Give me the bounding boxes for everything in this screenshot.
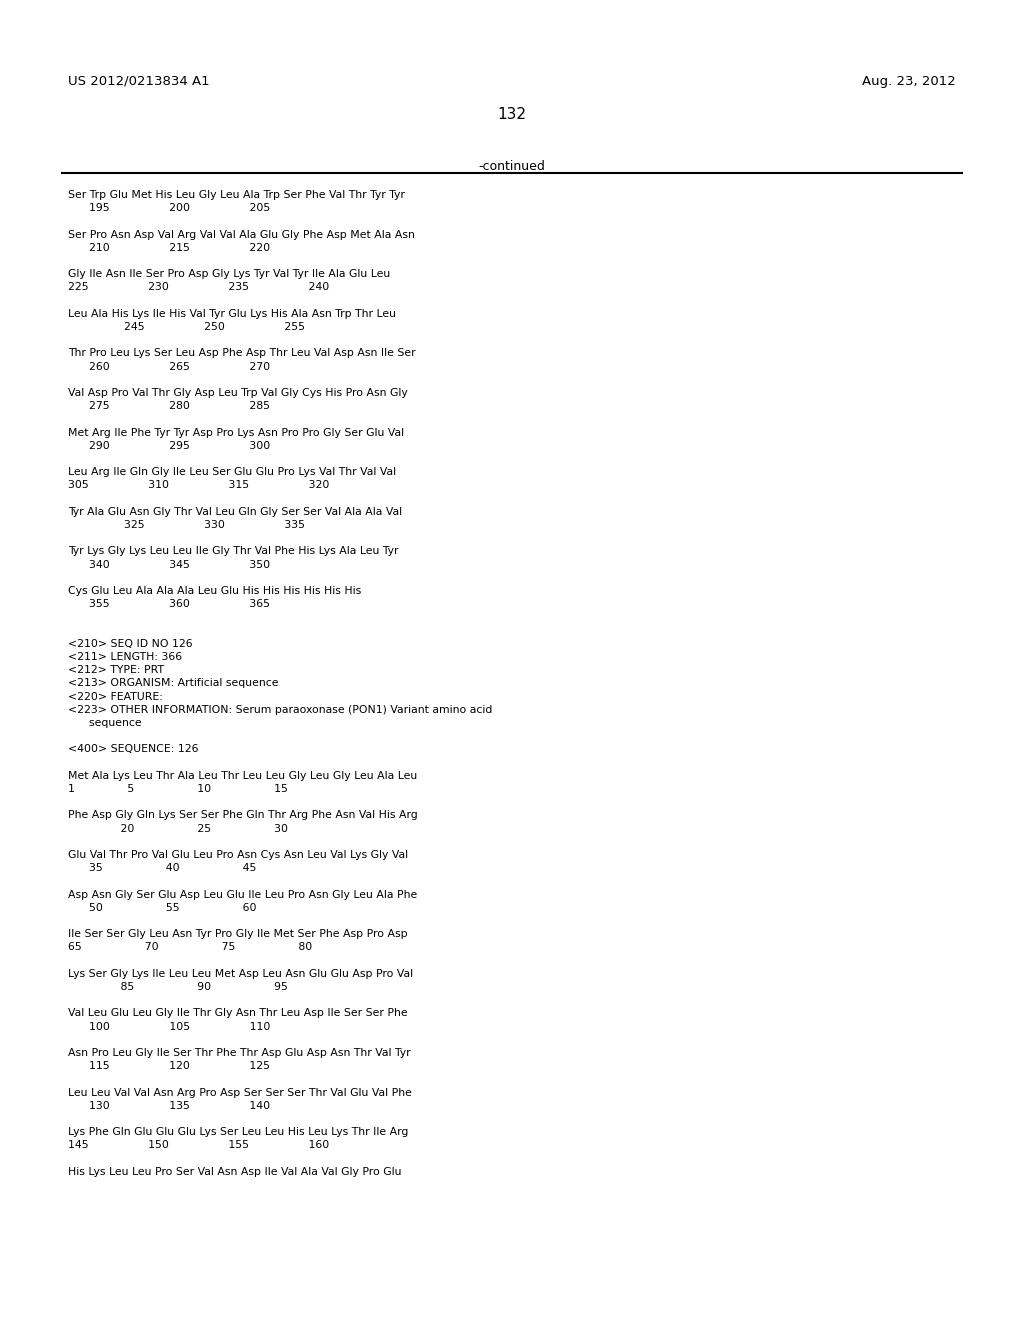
Text: 260                 265                 270: 260 265 270 [68,362,270,372]
Text: <212> TYPE: PRT: <212> TYPE: PRT [68,665,164,676]
Text: Thr Pro Leu Lys Ser Leu Asp Phe Asp Thr Leu Val Asp Asn Ile Ser: Thr Pro Leu Lys Ser Leu Asp Phe Asp Thr … [68,348,416,359]
Text: Val Asp Pro Val Thr Gly Asp Leu Trp Val Gly Cys His Pro Asn Gly: Val Asp Pro Val Thr Gly Asp Leu Trp Val … [68,388,408,399]
Text: Gly Ile Asn Ile Ser Pro Asp Gly Lys Tyr Val Tyr Ile Ala Glu Leu: Gly Ile Asn Ile Ser Pro Asp Gly Lys Tyr … [68,269,390,280]
Text: -continued: -continued [478,160,546,173]
Text: 325                 330                 335: 325 330 335 [68,520,305,531]
Text: Asn Pro Leu Gly Ile Ser Thr Phe Thr Asp Glu Asp Asn Thr Val Tyr: Asn Pro Leu Gly Ile Ser Thr Phe Thr Asp … [68,1048,411,1059]
Text: Cys Glu Leu Ala Ala Ala Leu Glu His His His His His His: Cys Glu Leu Ala Ala Ala Leu Glu His His … [68,586,361,597]
Text: 225                 230                 235                 240: 225 230 235 240 [68,282,330,293]
Text: 85                  90                  95: 85 90 95 [68,982,288,993]
Text: 275                 280                 285: 275 280 285 [68,401,270,412]
Text: Tyr Ala Glu Asn Gly Thr Val Leu Gln Gly Ser Ser Val Ala Ala Val: Tyr Ala Glu Asn Gly Thr Val Leu Gln Gly … [68,507,402,517]
Text: sequence: sequence [68,718,141,729]
Text: <223> OTHER INFORMATION: Serum paraoxonase (PON1) Variant amino acid: <223> OTHER INFORMATION: Serum paraoxona… [68,705,493,715]
Text: Phe Asp Gly Gln Lys Ser Ser Phe Gln Thr Arg Phe Asn Val His Arg: Phe Asp Gly Gln Lys Ser Ser Phe Gln Thr … [68,810,418,821]
Text: 1               5                  10                  15: 1 5 10 15 [68,784,288,795]
Text: Aug. 23, 2012: Aug. 23, 2012 [862,75,956,88]
Text: Tyr Lys Gly Lys Leu Leu Ile Gly Thr Val Phe His Lys Ala Leu Tyr: Tyr Lys Gly Lys Leu Leu Ile Gly Thr Val … [68,546,398,557]
Text: 50                  55                  60: 50 55 60 [68,903,256,913]
Text: <211> LENGTH: 366: <211> LENGTH: 366 [68,652,182,663]
Text: Lys Phe Gln Glu Glu Glu Lys Ser Leu Leu His Leu Lys Thr Ile Arg: Lys Phe Gln Glu Glu Glu Lys Ser Leu Leu … [68,1127,409,1138]
Text: 340                 345                 350: 340 345 350 [68,560,270,570]
Text: Met Arg Ile Phe Tyr Tyr Asp Pro Lys Asn Pro Pro Gly Ser Glu Val: Met Arg Ile Phe Tyr Tyr Asp Pro Lys Asn … [68,428,404,438]
Text: <210> SEQ ID NO 126: <210> SEQ ID NO 126 [68,639,193,649]
Text: 130                 135                 140: 130 135 140 [68,1101,270,1111]
Text: 245                 250                 255: 245 250 255 [68,322,305,333]
Text: Glu Val Thr Pro Val Glu Leu Pro Asn Cys Asn Leu Val Lys Gly Val: Glu Val Thr Pro Val Glu Leu Pro Asn Cys … [68,850,409,861]
Text: His Lys Leu Leu Pro Ser Val Asn Asp Ile Val Ala Val Gly Pro Glu: His Lys Leu Leu Pro Ser Val Asn Asp Ile … [68,1167,401,1177]
Text: <213> ORGANISM: Artificial sequence: <213> ORGANISM: Artificial sequence [68,678,279,689]
Text: 355                 360                 365: 355 360 365 [68,599,270,610]
Text: Ser Pro Asn Asp Val Arg Val Val Ala Glu Gly Phe Asp Met Ala Asn: Ser Pro Asn Asp Val Arg Val Val Ala Glu … [68,230,415,240]
Text: Asp Asn Gly Ser Glu Asp Leu Glu Ile Leu Pro Asn Gly Leu Ala Phe: Asp Asn Gly Ser Glu Asp Leu Glu Ile Leu … [68,890,417,900]
Text: Met Ala Lys Leu Thr Ala Leu Thr Leu Leu Gly Leu Gly Leu Ala Leu: Met Ala Lys Leu Thr Ala Leu Thr Leu Leu … [68,771,417,781]
Text: 145                 150                 155                 160: 145 150 155 160 [68,1140,330,1151]
Text: Lys Ser Gly Lys Ile Leu Leu Met Asp Leu Asn Glu Glu Asp Pro Val: Lys Ser Gly Lys Ile Leu Leu Met Asp Leu … [68,969,413,979]
Text: US 2012/0213834 A1: US 2012/0213834 A1 [68,75,210,88]
Text: 290                 295                 300: 290 295 300 [68,441,270,451]
Text: 210                 215                 220: 210 215 220 [68,243,270,253]
Text: Val Leu Glu Leu Gly Ile Thr Gly Asn Thr Leu Asp Ile Ser Ser Phe: Val Leu Glu Leu Gly Ile Thr Gly Asn Thr … [68,1008,408,1019]
Text: 305                 310                 315                 320: 305 310 315 320 [68,480,330,491]
Text: 20                  25                  30: 20 25 30 [68,824,288,834]
Text: Leu Ala His Lys Ile His Val Tyr Glu Lys His Ala Asn Trp Thr Leu: Leu Ala His Lys Ile His Val Tyr Glu Lys … [68,309,396,319]
Text: 195                 200                 205: 195 200 205 [68,203,270,214]
Text: 115                 120                 125: 115 120 125 [68,1061,270,1072]
Text: Leu Leu Val Val Asn Arg Pro Asp Ser Ser Ser Thr Val Glu Val Phe: Leu Leu Val Val Asn Arg Pro Asp Ser Ser … [68,1088,412,1098]
Text: Ile Ser Ser Gly Leu Asn Tyr Pro Gly Ile Met Ser Phe Asp Pro Asp: Ile Ser Ser Gly Leu Asn Tyr Pro Gly Ile … [68,929,408,940]
Text: <400> SEQUENCE: 126: <400> SEQUENCE: 126 [68,744,199,755]
Text: Leu Arg Ile Gln Gly Ile Leu Ser Glu Glu Pro Lys Val Thr Val Val: Leu Arg Ile Gln Gly Ile Leu Ser Glu Glu … [68,467,396,478]
Text: <220> FEATURE:: <220> FEATURE: [68,692,163,702]
Text: 132: 132 [498,107,526,121]
Text: 65                  70                  75                  80: 65 70 75 80 [68,942,312,953]
Text: Ser Trp Glu Met His Leu Gly Leu Ala Trp Ser Phe Val Thr Tyr Tyr: Ser Trp Glu Met His Leu Gly Leu Ala Trp … [68,190,404,201]
Text: 35                  40                  45: 35 40 45 [68,863,256,874]
Text: 100                 105                 110: 100 105 110 [68,1022,270,1032]
